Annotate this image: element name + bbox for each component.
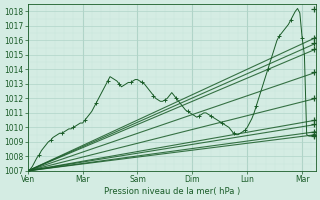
X-axis label: Pression niveau de la mer( hPa ): Pression niveau de la mer( hPa ) xyxy=(104,187,240,196)
